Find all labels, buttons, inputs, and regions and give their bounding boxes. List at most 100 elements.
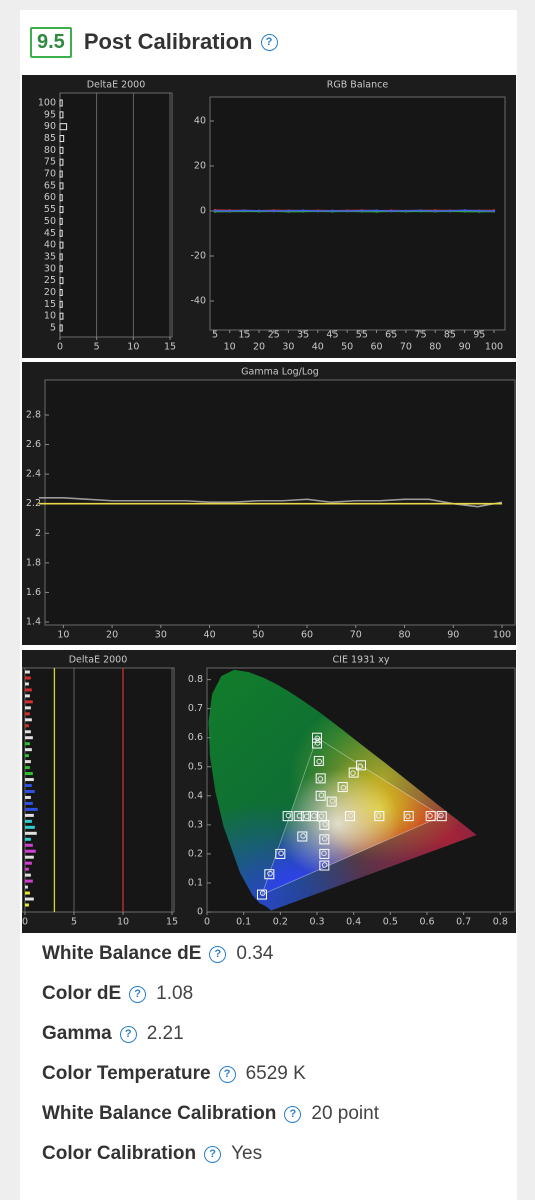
x-tick-label: 95 [473,330,485,341]
result-label: White Balance Calibration [42,1103,277,1124]
bar [59,170,63,178]
x-tick-label: 5 [94,342,100,353]
measured-point [340,784,347,791]
bar [25,742,30,746]
chart-image: DeltaE 2000 0 5 10 15 CIE 1931 xy 0 0.1 0.2 0.3 0.… [22,650,516,933]
x-tick-label: 100 [493,630,511,641]
gamut-triangle [262,737,442,895]
result-label: Color Temperature [42,1063,211,1084]
x-tick-label: 0 [204,917,210,928]
x-tick-label: 100 [485,342,503,353]
x-tick-label: 30 [155,630,167,641]
bar [59,146,64,154]
bar [59,123,68,131]
bar [25,825,35,829]
bar [59,253,63,261]
x-tick-label: 10 [127,342,139,353]
measured-point [285,812,292,819]
bar [25,837,31,841]
result-label: White Balance dE [42,943,202,964]
y-tick-label: 2.8 [26,410,41,421]
bar [25,706,31,710]
x-tick-label: 0.2 [273,917,288,928]
section-title: Post Calibration [83,29,253,54]
bar [59,111,64,119]
point [463,209,466,212]
x-tick-label: 0.4 [346,917,361,928]
bar [25,795,31,799]
target-point [264,869,275,880]
x-tick-label: 0.3 [309,917,324,928]
measured-point [318,813,325,819]
bar [25,766,30,770]
help-icon[interactable]: ? [284,1105,302,1123]
x-tick-label: 80 [398,630,410,641]
target-point [316,811,327,822]
bar [25,789,35,793]
result-row: Gamma? 2.21 [42,1023,184,1045]
measured-point [321,862,328,868]
help-icon[interactable]: ? [218,1065,236,1083]
result-value: 1.08 [156,983,194,1004]
help-icon[interactable]: ? [119,1025,137,1043]
y-tick-label: 85 [44,133,56,144]
y-tick-label: -20 [190,251,206,262]
bar [25,772,33,776]
bar [25,879,33,883]
y-tick-label: 0.1 [188,877,203,888]
target-point [297,831,308,842]
y-tick-label: 2 [35,528,41,539]
help-icon[interactable]: ? [260,33,278,51]
y-tick-label: 0.4 [188,790,203,801]
measured-point [321,850,327,857]
bar [25,724,29,728]
help-icon[interactable]: ? [129,985,147,1003]
bar [59,229,63,237]
point [257,209,261,212]
chart-title: DeltaE 2000 [69,655,128,666]
bar [25,897,34,901]
y-tick-label: 60 [44,192,56,203]
y-tick-label: 100 [38,98,56,109]
target-point [403,811,414,822]
bar [25,748,32,752]
bar [59,241,64,249]
x-tick-label: 15 [166,917,178,928]
x-tick-label: 10 [224,342,236,353]
result-row: Color Temperature? 6529 K [42,1063,306,1085]
measured-point [321,836,328,842]
measured-point [427,813,433,819]
x-tick-label: 50 [252,630,264,641]
y-tick-label: 10 [44,311,56,322]
result-value: 20 point [311,1103,379,1124]
series-line [39,497,503,508]
x-tick-label: 40 [312,342,324,353]
bar [25,718,32,722]
bar [59,182,64,190]
target-point [315,790,326,801]
x-tick-label: 0.5 [383,917,398,928]
bar [25,813,34,817]
y-tick-label: 40 [194,116,206,127]
help-icon[interactable]: ? [209,945,227,963]
y-tick-label: 45 [44,228,56,239]
bar [25,754,29,758]
x-tick-label: 70 [350,630,362,641]
x-tick-label: 75 [415,330,427,341]
x-tick-label: 90 [459,342,471,353]
y-tick-label: 35 [44,251,56,262]
point [316,209,319,213]
bar [59,206,64,214]
y-tick-label: 0.5 [188,761,203,772]
target-point [337,782,348,793]
help-icon[interactable]: ? [204,1145,222,1163]
target-point [282,811,293,822]
x-tick-label: 10 [117,917,129,928]
measured-point [405,813,411,820]
measured-point [259,890,266,896]
result-row: Color Calibration? Yes [42,1143,262,1165]
point [492,209,496,213]
gamut-outline [261,737,443,896]
y-tick-label: 70 [44,169,56,180]
bar [25,676,31,680]
